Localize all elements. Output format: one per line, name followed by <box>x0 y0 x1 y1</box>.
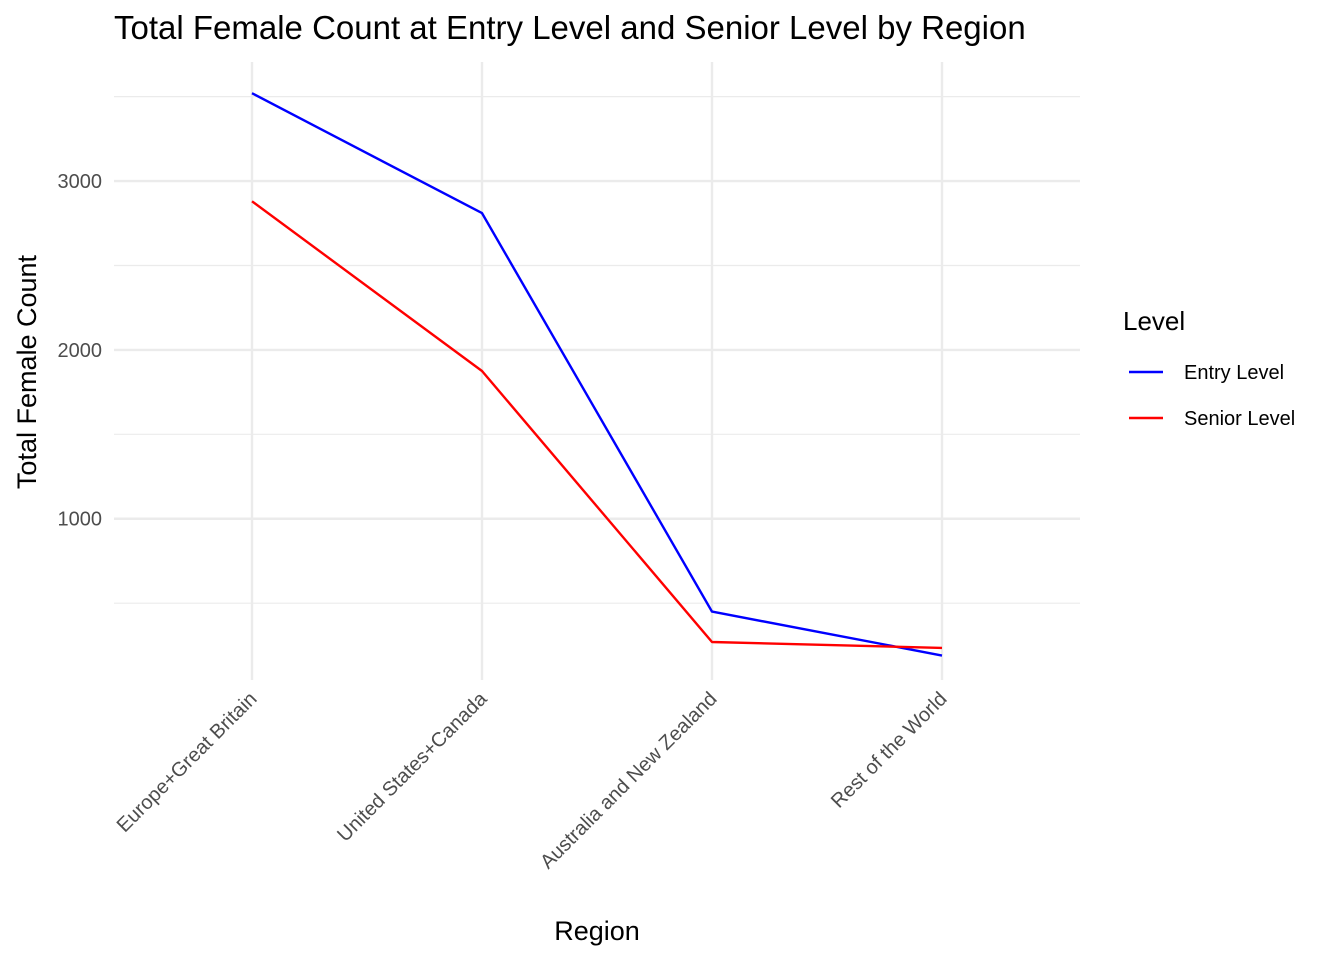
x-tick-label: United States+Canada <box>333 687 492 846</box>
y-tick-label: 1000 <box>58 509 103 531</box>
y-tick-label: 2000 <box>58 340 103 362</box>
x-axis-label: Region <box>554 916 640 946</box>
x-tick-label: Australia and New Zealand <box>536 688 721 873</box>
y-tick-labels: 1000 2000 3000 <box>58 171 103 531</box>
series-lines <box>251 92 943 657</box>
y-tick-label: 3000 <box>58 171 103 193</box>
legend: Level Entry Level Senior Level <box>1123 306 1295 430</box>
y-axis-label: Total Female Count <box>12 254 42 489</box>
chart-title: Total Female Count at Entry Level and Se… <box>114 9 1026 46</box>
legend-items: Entry Level Senior Level <box>1129 362 1295 430</box>
x-tick-label: Rest of the World <box>827 688 952 813</box>
series-line-senior-level <box>251 200 943 650</box>
legend-title: Level <box>1123 306 1185 336</box>
legend-label: Senior Level <box>1184 408 1295 430</box>
x-tick-labels: Europe+Great Britain United States+Canada… <box>113 687 952 873</box>
legend-label: Entry Level <box>1184 362 1284 384</box>
grid-lines <box>114 62 1080 680</box>
x-tick-label: Europe+Great Britain <box>113 688 262 837</box>
series-line-entry-level <box>251 92 943 657</box>
